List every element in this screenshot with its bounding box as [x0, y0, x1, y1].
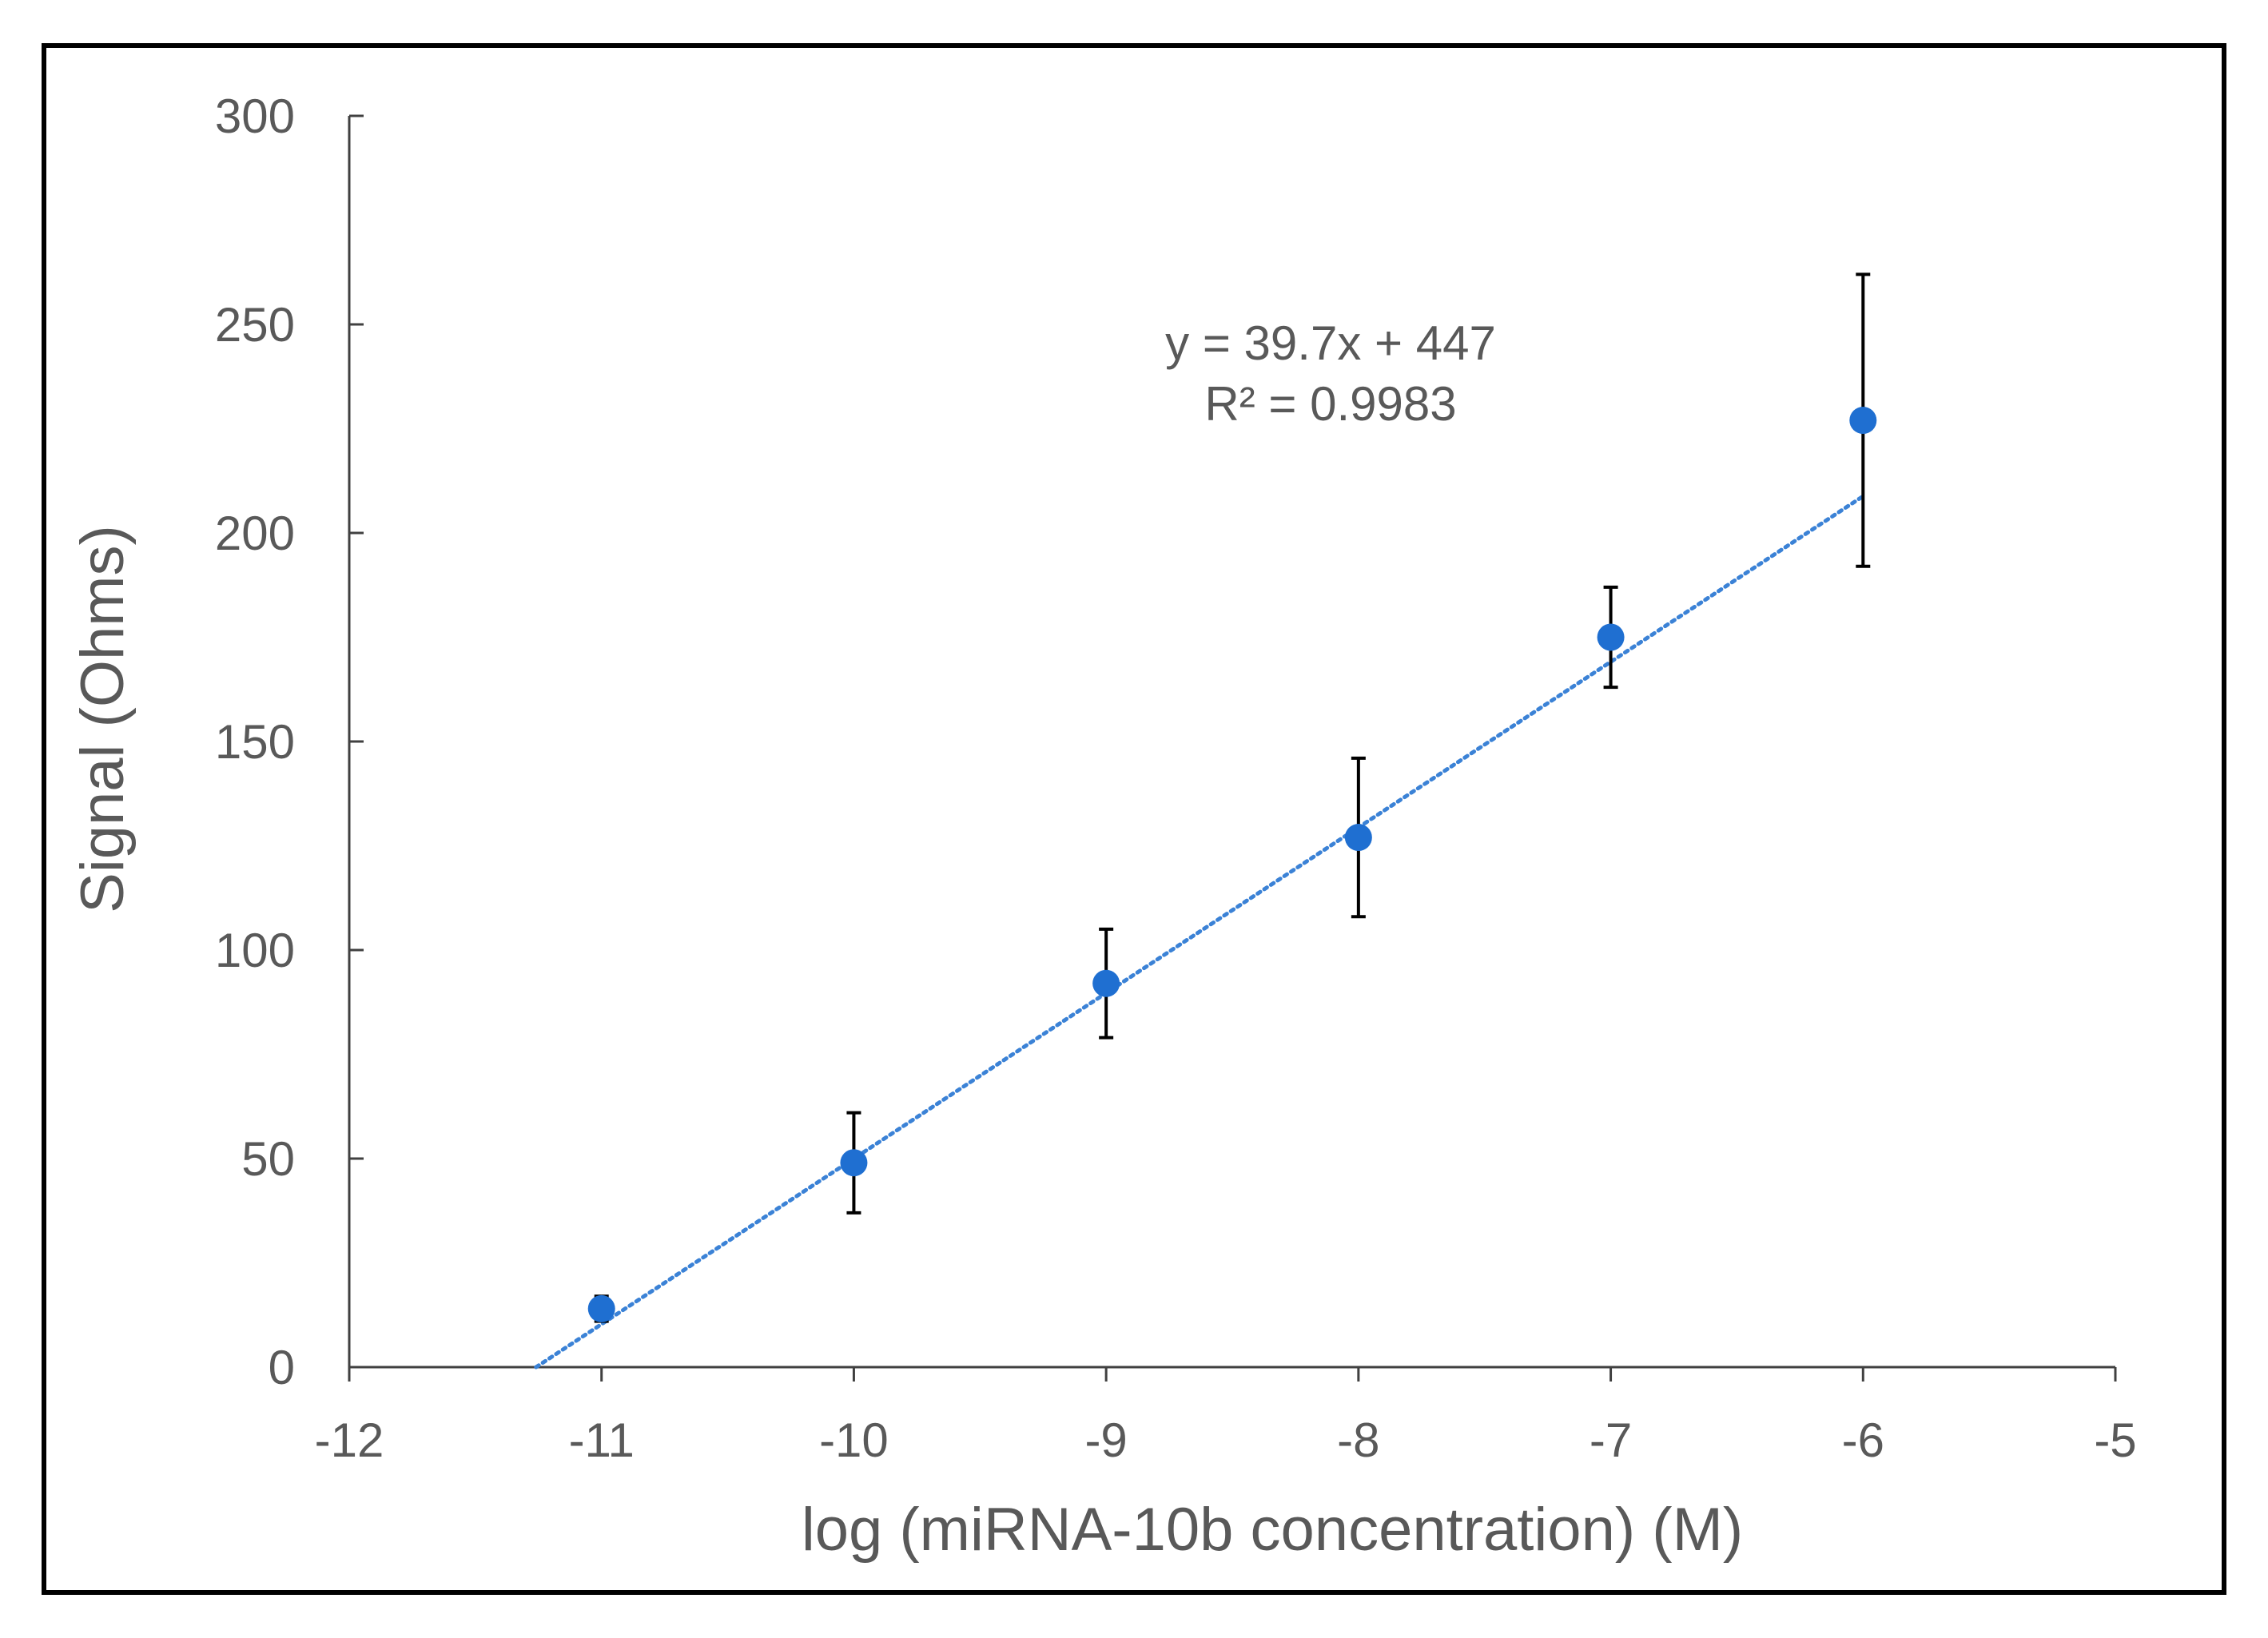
trendline-layer [534, 494, 1865, 1370]
y-tick-label: 50 [241, 1132, 295, 1186]
data-point [1344, 824, 1372, 852]
y-tick-label: 300 [215, 89, 295, 143]
y-tick-label: 200 [215, 507, 295, 560]
y-tick-label: 0 [269, 1341, 295, 1394]
x-tick-label: -5 [2094, 1413, 2136, 1467]
x-tick-label: -6 [1842, 1413, 1884, 1467]
x-tick-label: -7 [1590, 1413, 1632, 1467]
y-tick-label: 150 [215, 715, 295, 769]
trendline [534, 494, 1865, 1370]
data-point [840, 1149, 868, 1177]
axes: 0 50 100 150 200 250 300 -12 -11 -10 -9 -8 -7 -6 -5 [215, 89, 2137, 1467]
x-tick-label: -9 [1084, 1413, 1127, 1467]
data-point [1597, 623, 1625, 651]
data-point [1849, 407, 1877, 435]
x-axis-title: log (miRNA-10b concentration) (M) [802, 1496, 1743, 1564]
y-tick-label: 100 [215, 924, 295, 977]
data-point [1092, 969, 1120, 997]
x-tick-label: -10 [819, 1413, 889, 1467]
data-points [587, 407, 1877, 1322]
error-bars [594, 272, 1871, 1323]
x-tick-label: -12 [315, 1413, 384, 1467]
trendline-r-squared: R² = 0.9983 [1204, 377, 1456, 431]
x-tick-label: -8 [1337, 1413, 1379, 1467]
y-axis-title: Signal (Ohms) [69, 525, 137, 913]
trendline-equation: y = 39.7x + 447 [1165, 316, 1496, 370]
x-tick-label: -11 [569, 1413, 635, 1467]
y-tick-label: 250 [215, 298, 295, 352]
data-point [587, 1294, 615, 1322]
